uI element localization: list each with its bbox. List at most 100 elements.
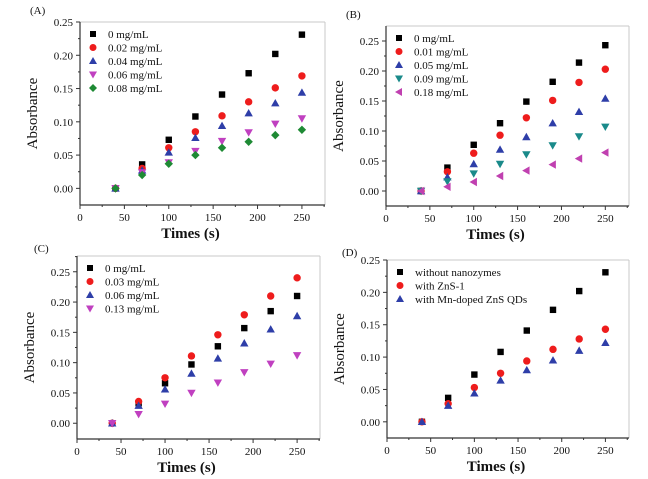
data-point [297,88,307,96]
data-point [443,168,452,176]
legend-marker [89,57,97,64]
legend-label: 0 mg/mL [105,263,146,275]
legend-item: 0.01 mg/mL [395,47,469,59]
series-1 [418,325,610,426]
data-point [134,401,143,409]
legend-label: 0.04 mg/mL [108,56,163,68]
data-point [470,141,477,148]
data-point [217,137,227,146]
data-point [164,148,173,156]
data-point [164,159,173,168]
y-tick-label: 0.25 [361,255,381,267]
data-point [548,142,557,150]
panel-label: (C) [34,243,49,255]
data-point [214,343,222,350]
data-point [218,112,226,120]
legend-label: 0.03 mg/mL [105,277,160,289]
data-point [443,401,453,409]
data-point [549,345,557,354]
legend-marker [86,305,94,313]
legend-marker [87,265,93,271]
x-tick-label: 50 [425,445,437,457]
data-point [549,306,557,314]
data-point [522,132,531,141]
data-point [522,151,531,159]
legend-item: 0.13 mg/mL [86,304,160,316]
legend-label: 0.02 mg/mL [108,43,163,55]
data-point [111,184,120,193]
data-point [601,325,610,333]
x-tick-label: 100 [466,445,483,457]
legend-marker [395,88,402,96]
data-point [601,148,609,157]
x-axis-title: Times (s) [161,226,219,242]
data-point [241,324,248,332]
data-point [469,170,478,178]
data-point [523,327,530,334]
y-tick-label: 0.05 [51,388,71,400]
y-axis-title: Absorbance [332,313,348,385]
legend-label: 0 mg/mL [108,29,149,41]
legend-item: 0.09 mg/mL [395,74,469,86]
legend-item: 0.08 mg/mL [89,83,163,95]
legend-marker [395,75,403,83]
y-tick-label: 0.00 [54,183,74,195]
data-point [548,119,557,127]
legend-item: 0.03 mg/mL [86,277,160,289]
data-point [601,65,610,73]
x-tick-label: 200 [553,445,570,457]
data-point [293,274,301,282]
y-tick-label: 0.00 [51,418,71,430]
data-point [217,121,227,130]
series-2 [108,311,302,427]
legend-item: 0 mg/mL [90,29,149,41]
legend-marker [89,44,97,51]
y-tick-label: 0.10 [54,117,74,129]
legend-marker [89,71,97,79]
data-point [548,96,557,105]
x-tick-label: 150 [509,213,526,225]
data-point [495,171,504,181]
series-4 [416,148,609,196]
x-tick-label: 50 [119,212,131,224]
legend-label: 0.06 mg/mL [108,70,163,82]
legend-item: 0.06 mg/mL [89,70,163,82]
data-point [297,115,307,123]
legend-item: 0.04 mg/mL [89,56,163,68]
data-point [602,42,609,49]
data-point [214,331,222,339]
data-point [549,78,556,85]
data-point [244,129,253,137]
x-tick-label: 0 [384,445,390,457]
y-tick-label: 0.15 [360,96,380,108]
data-point [522,365,531,374]
data-point [272,50,279,58]
data-point [266,325,275,333]
data-point [523,98,530,105]
x-tick-label: 200 [245,446,262,458]
x-tick-label: 100 [465,213,482,225]
data-point [187,352,196,360]
x-tick-label: 250 [597,445,614,457]
data-point [574,133,584,141]
panel-label: (B) [346,9,361,21]
x-tick-label: 100 [157,446,174,458]
legend-marker [90,31,96,37]
legend-label: 0.13 mg/mL [105,304,160,316]
data-point [576,287,583,295]
y-tick-label: 0.20 [360,66,380,78]
data-point [444,394,452,402]
data-point [161,380,169,387]
data-point [470,389,479,397]
data-point [240,339,249,347]
data-point [160,400,170,409]
legend-item: with Mn-doped ZnS QDs [396,294,527,306]
data-point [245,70,252,77]
y-tick-label: 0.10 [361,352,381,364]
y-tick-label: 0.10 [360,126,380,138]
y-tick-label: 0.00 [361,417,381,429]
x-tick-label: 50 [116,446,128,458]
legend-label: 0.05 mg/mL [414,60,469,72]
x-tick-label: 150 [205,212,222,224]
